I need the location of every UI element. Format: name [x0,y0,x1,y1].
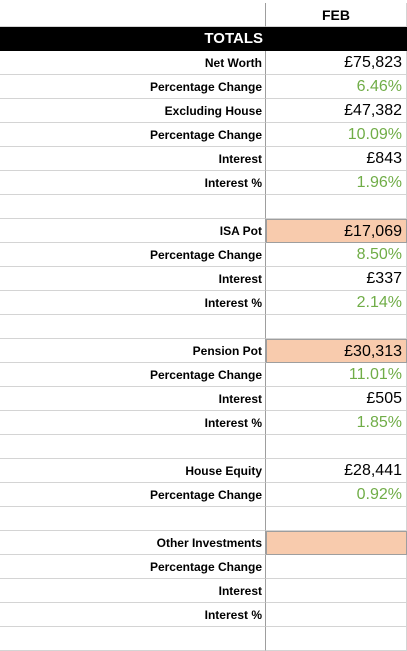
row-value-cell[interactable]: £75,823 [266,51,407,75]
row-value-cell[interactable]: 10.09% [266,123,407,147]
row-value-cell[interactable] [266,435,407,459]
table-row [0,507,407,531]
table-row: Interest % 1.85% [0,411,407,435]
row-label-cell[interactable]: Interest [0,267,266,291]
table-row: Other Investments [0,531,407,555]
table-row: Interest £843 [0,147,407,171]
row-label-cell[interactable]: Interest % [0,603,266,627]
row-label-cell[interactable]: Net Worth [0,51,266,75]
row-value-cell[interactable]: 2.14% [266,291,407,315]
row-label-cell[interactable] [0,315,266,339]
row-value-cell[interactable]: 1.85% [266,411,407,435]
row-value-cell[interactable] [266,555,407,579]
row-value-cell[interactable]: 11.01% [266,363,407,387]
totals-header-row: TOTALS [0,27,407,51]
row-value-cell[interactable]: £28,441 [266,459,407,483]
row-value-cell[interactable]: 6.46% [266,75,407,99]
table-row: Percentage Change 10.09% [0,123,407,147]
month-header-cell[interactable]: FEB [266,3,407,27]
table-row: Percentage Change 8.50% [0,243,407,267]
table-row [0,315,407,339]
table-row [0,627,407,651]
row-label-cell[interactable]: Interest % [0,171,266,195]
table-row: Pension Pot £30,313 [0,339,407,363]
row-label-cell[interactable]: Percentage Change [0,555,266,579]
totals-title[interactable]: TOTALS [204,30,263,47]
row-value-cell[interactable]: £843 [266,147,407,171]
row-value-cell[interactable]: £505 [266,387,407,411]
row-label-cell[interactable] [0,435,266,459]
table-row: Percentage Change 6.46% [0,75,407,99]
table-row [0,195,407,219]
table-row: Interest £337 [0,267,407,291]
table-row: Interest % 1.96% [0,171,407,195]
row-value-cell[interactable] [266,315,407,339]
row-label-cell[interactable]: Percentage Change [0,483,266,507]
row-label-cell[interactable]: Other Investments [0,531,266,555]
table-row: Interest [0,579,407,603]
table-row: Percentage Change [0,555,407,579]
table-row: ISA Pot £17,069 [0,219,407,243]
row-label-cell[interactable]: House Equity [0,459,266,483]
table-row: House Equity £28,441 [0,459,407,483]
row-value-cell[interactable] [266,579,407,603]
row-label-cell[interactable]: Interest % [0,411,266,435]
row-label-cell[interactable]: ISA Pot [0,219,266,243]
table-row: Percentage Change 0.92% [0,483,407,507]
row-label-cell[interactable] [0,627,266,651]
table-row: Interest % [0,603,407,627]
row-value-cell[interactable] [266,507,407,531]
table-row: Excluding House £47,382 [0,99,407,123]
row-label-cell[interactable]: Percentage Change [0,243,266,267]
row-value-cell[interactable]: £30,313 [266,339,407,363]
row-value-cell[interactable]: 8.50% [266,243,407,267]
row-value-cell[interactable] [266,603,407,627]
table-row [0,435,407,459]
row-value-cell[interactable]: £17,069 [266,219,407,243]
row-value-cell[interactable] [266,627,407,651]
row-value-cell[interactable]: £337 [266,267,407,291]
row-value-cell[interactable]: £47,382 [266,99,407,123]
row-label-cell[interactable]: Percentage Change [0,75,266,99]
row-value-cell[interactable]: 1.96% [266,171,407,195]
row-label-cell[interactable]: Interest % [0,291,266,315]
row-label-cell[interactable]: Percentage Change [0,123,266,147]
row-value-cell[interactable] [266,195,407,219]
row-label-cell[interactable] [0,507,266,531]
table-row: Interest £505 [0,387,407,411]
table-row: Interest % 2.14% [0,291,407,315]
row-label-cell[interactable]: Interest [0,579,266,603]
row-value-cell[interactable] [266,531,407,555]
row-label-cell[interactable] [0,195,266,219]
row-label-cell[interactable]: Pension Pot [0,339,266,363]
table-row: Percentage Change 11.01% [0,363,407,387]
row-value-cell[interactable]: 0.92% [266,483,407,507]
row-label-cell[interactable]: Excluding House [0,99,266,123]
table-row: Net Worth £75,823 [0,51,407,75]
empty-header-cell[interactable] [0,3,266,27]
month-header-row: FEB [0,3,407,27]
row-label-cell[interactable]: Interest [0,147,266,171]
row-label-cell[interactable]: Percentage Change [0,363,266,387]
row-label-cell[interactable]: Interest [0,387,266,411]
